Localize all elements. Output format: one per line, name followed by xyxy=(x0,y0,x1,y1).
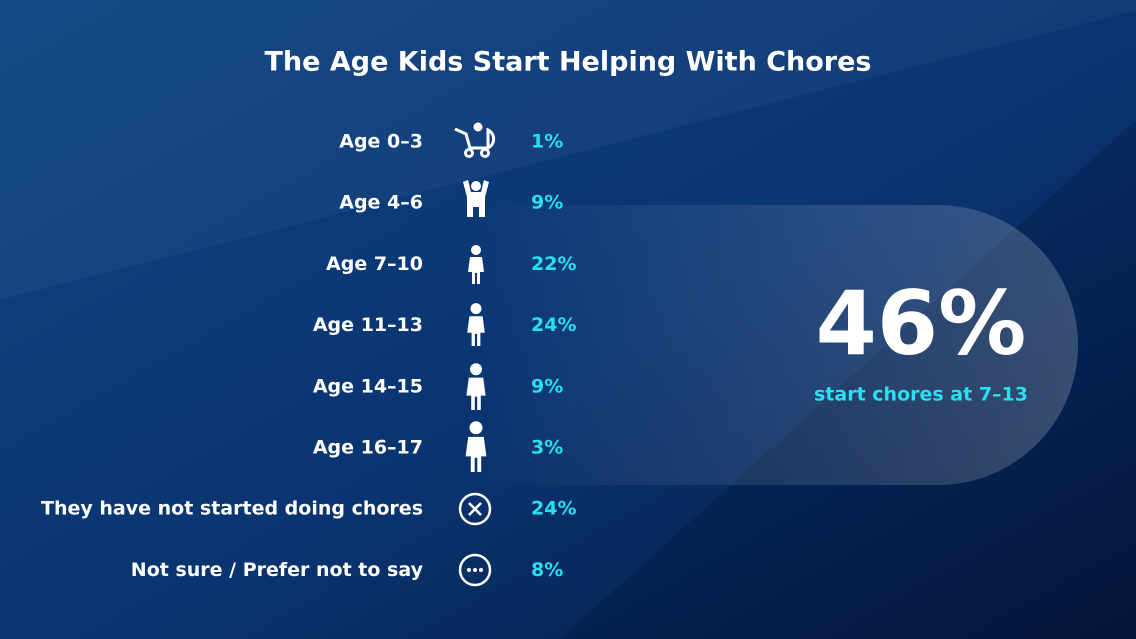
row-label: Age 0–3 xyxy=(339,131,423,153)
row-value: 22% xyxy=(531,253,576,275)
title: The Age Kids Start Helping With Chores xyxy=(265,47,872,78)
light-band xyxy=(0,0,1136,300)
row-label: Age 14–15 xyxy=(313,375,423,397)
stroller-icon xyxy=(454,122,496,158)
highlight-value: 46% xyxy=(816,272,1027,375)
not-started-icon xyxy=(458,492,492,526)
row-value: 3% xyxy=(531,437,563,459)
toddler-icon xyxy=(463,180,489,217)
row-value: 24% xyxy=(531,498,576,520)
row-label: They have not started doing chores xyxy=(41,498,423,520)
row-value: 8% xyxy=(531,559,563,581)
highlight-pill xyxy=(470,205,1078,485)
row-label: Age 11–13 xyxy=(313,314,423,336)
not-sure-icon xyxy=(458,553,492,587)
row-value: 24% xyxy=(531,314,576,336)
row-label: Age 4–6 xyxy=(339,192,423,214)
row-label: Not sure / Prefer not to say xyxy=(131,559,424,581)
row-label: Age 7–10 xyxy=(326,253,423,275)
row-label: Age 16–17 xyxy=(313,437,423,459)
highlight-caption: start chores at 7–13 xyxy=(814,384,1028,406)
row-value: 9% xyxy=(531,192,563,214)
row-value: 9% xyxy=(531,375,563,397)
row-value: 1% xyxy=(531,131,563,153)
